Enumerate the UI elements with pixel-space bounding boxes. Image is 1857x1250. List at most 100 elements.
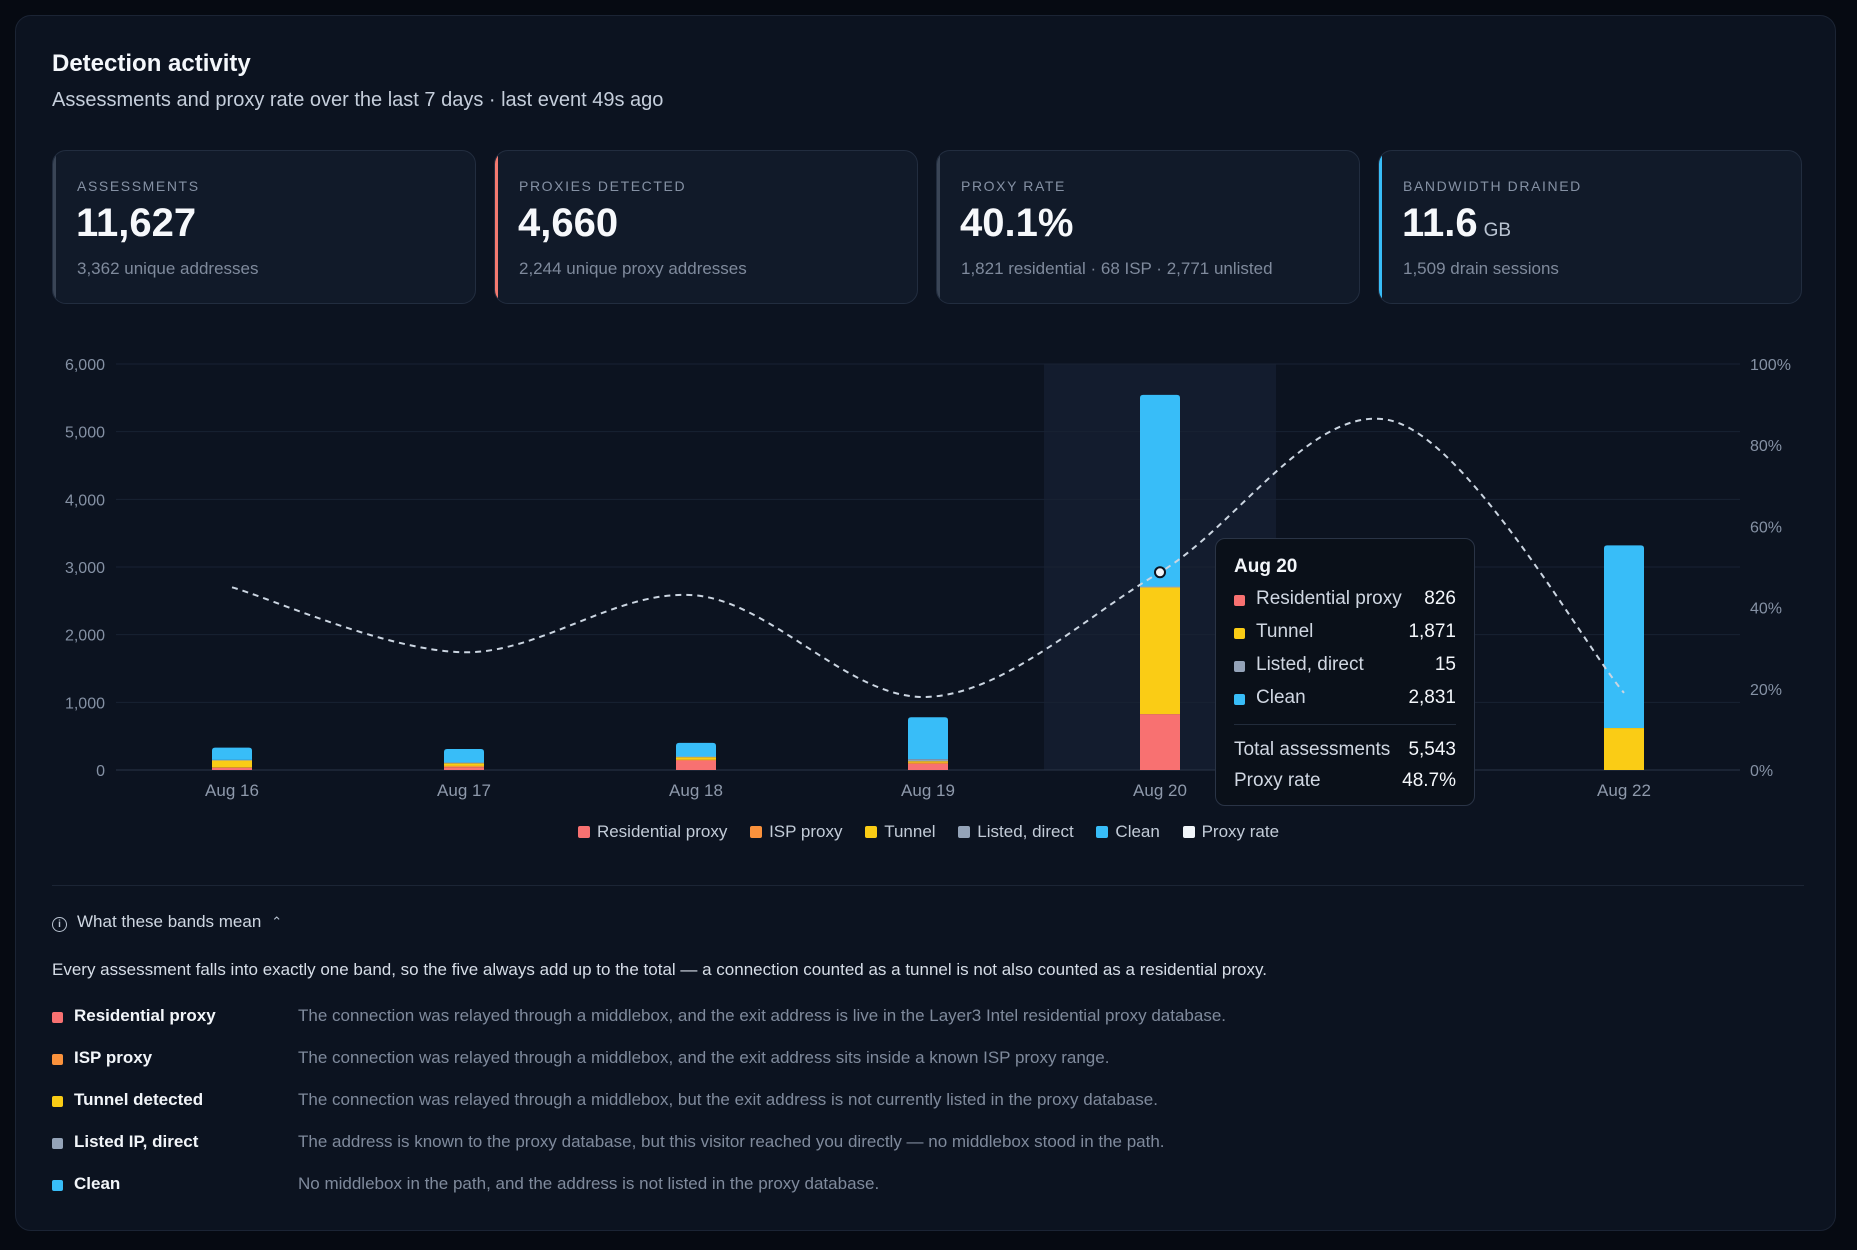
bar-segment-isp-proxy bbox=[444, 765, 484, 768]
legend-label: Residential proxy bbox=[596, 822, 728, 841]
kpi-sub: 1,821 residential · 68 ISP · 2,771 unlis… bbox=[961, 259, 1273, 278]
legend-swatch bbox=[577, 826, 590, 838]
kpi-unit: GB bbox=[1483, 220, 1512, 241]
bar-segment-residential-proxy bbox=[908, 763, 948, 770]
legend-swatch bbox=[865, 826, 878, 838]
legend-item[interactable]: Proxy rate bbox=[1182, 822, 1280, 842]
bar-segment-residential-proxy bbox=[444, 767, 484, 770]
bar-segment-isp-proxy bbox=[212, 767, 252, 768]
band-description: The connection was relayed through a mid… bbox=[298, 1006, 1226, 1025]
y-left-tick-label: 2,000 bbox=[65, 628, 105, 645]
band-swatch bbox=[52, 1180, 63, 1191]
section-divider bbox=[52, 885, 1804, 886]
bar-segment-clean bbox=[908, 717, 948, 760]
chart-tooltip: Aug 20 Residential proxy 826 Tunnel 1,87… bbox=[1215, 538, 1475, 806]
tooltip-row-name: Residential proxy bbox=[1256, 588, 1402, 609]
kpi-label: BANDWIDTH DRAINED bbox=[1403, 178, 1582, 194]
y-left-tick-label: 5,000 bbox=[65, 425, 105, 442]
band-residential-proxy: Residential proxy The connection was rel… bbox=[52, 1006, 1752, 1030]
x-tick-label: Aug 22 bbox=[1597, 781, 1651, 800]
y-right-tick-label: 0% bbox=[1750, 763, 1773, 780]
tooltip-row: Listed, direct 15 bbox=[1234, 654, 1456, 678]
band-listed-ip-direct: Listed IP, direct The address is known t… bbox=[52, 1132, 1752, 1156]
kpi-label: ASSESSMENTS bbox=[77, 178, 200, 194]
band-description: The connection was relayed through a mid… bbox=[298, 1048, 1110, 1067]
y-right-tick-label: 20% bbox=[1750, 682, 1782, 699]
bar-segment-clean bbox=[212, 747, 252, 760]
bar-segment-clean bbox=[676, 742, 716, 757]
kpi-label: PROXIES DETECTED bbox=[519, 178, 687, 194]
band-tunnel-detected: Tunnel detected The connection was relay… bbox=[52, 1090, 1752, 1114]
legend-swatch bbox=[1182, 826, 1195, 838]
tooltip-total-label: Total assessments bbox=[1234, 739, 1391, 760]
x-tick-label: Aug 19 bbox=[901, 781, 955, 800]
chart-legend: Residential proxy ISP proxy Tunnel Liste… bbox=[0, 822, 1857, 842]
legend-label: Proxy rate bbox=[1201, 822, 1280, 841]
band-swatch bbox=[52, 1138, 63, 1149]
legend-swatch bbox=[958, 826, 971, 838]
bar-segment-residential-proxy bbox=[212, 767, 252, 770]
kpi-card-assessments: ASSESSMENTS 11,627 3,362 unique addresse… bbox=[52, 150, 476, 304]
kpi-card-bandwidth-drained: BANDWIDTH DRAINED 11.6 GB 1,509 drain ses… bbox=[1378, 150, 1802, 304]
tooltip-rate-row: Proxy rate 48.7% bbox=[1234, 770, 1456, 794]
kpi-card-proxies-detected: PROXIES DETECTED 4,660 2,244 unique prox… bbox=[494, 150, 918, 304]
bar-segment-tunnel bbox=[1604, 728, 1644, 770]
tooltip-total-row: Total assessments 5,543 bbox=[1234, 739, 1456, 763]
info-icon: i bbox=[52, 917, 67, 932]
legend-item[interactable]: Listed, direct bbox=[958, 822, 1074, 842]
bar-segment-isp-proxy bbox=[908, 762, 948, 764]
bands-toggle-label: What these bands mean bbox=[77, 912, 262, 931]
band-swatch bbox=[52, 1096, 63, 1107]
kpi-accent bbox=[1379, 151, 1382, 303]
x-tick-label: Aug 16 bbox=[205, 781, 259, 800]
kpi-value: 40.1% bbox=[960, 201, 1074, 245]
tooltip-row: Residential proxy 826 bbox=[1234, 588, 1456, 612]
kpi-sub: 1,509 drain sessions bbox=[1403, 259, 1559, 278]
bands-toggle[interactable]: i What these bands mean ⌃ bbox=[52, 912, 282, 932]
bar-segment-tunnel bbox=[1140, 587, 1180, 715]
band-name: Listed IP, direct bbox=[74, 1132, 199, 1151]
tooltip-row-name: Clean bbox=[1256, 687, 1306, 708]
tooltip-rate-label: Proxy rate bbox=[1234, 770, 1321, 791]
tooltip-row: Clean 2,831 bbox=[1234, 687, 1456, 711]
panel-subtitle: Assessments and proxy rate over the last… bbox=[52, 89, 664, 111]
bar-segment-tunnel bbox=[676, 757, 716, 760]
x-tick-label: Aug 18 bbox=[669, 781, 723, 800]
bar-segment-residential-proxy bbox=[1140, 714, 1180, 770]
y-right-tick-label: 60% bbox=[1750, 519, 1782, 536]
bar-segment-tunnel bbox=[212, 760, 252, 768]
kpi-card-proxy-rate: PROXY RATE 40.1% 1,821 residential · 68 … bbox=[936, 150, 1360, 304]
bar-segment-tunnel bbox=[444, 763, 484, 766]
panel-title: Detection activity bbox=[52, 50, 251, 77]
kpi-sub: 3,362 unique addresses bbox=[77, 259, 259, 278]
band-name: ISP proxy bbox=[74, 1048, 153, 1067]
legend-label: Clean bbox=[1115, 822, 1160, 841]
legend-label: Tunnel bbox=[884, 822, 936, 841]
y-right-tick-label: 40% bbox=[1750, 601, 1782, 618]
proxy-rate-line bbox=[231, 417, 1625, 698]
kpi-accent bbox=[53, 151, 56, 303]
x-tick-label: Aug 20 bbox=[1133, 781, 1187, 800]
kpi-value: 4,660 bbox=[518, 201, 619, 245]
tooltip-row-value: 2,831 bbox=[1408, 687, 1456, 708]
legend-item[interactable]: Tunnel bbox=[865, 822, 936, 842]
legend-item[interactable]: Residential proxy bbox=[577, 822, 728, 842]
kpi-value: 11,627 bbox=[76, 201, 197, 245]
band-description: The connection was relayed through a mid… bbox=[298, 1090, 1158, 1109]
bar-segment-clean bbox=[444, 749, 484, 763]
legend-swatch bbox=[1096, 826, 1109, 838]
band-name: Tunnel detected bbox=[74, 1090, 204, 1109]
y-right-tick-label: 80% bbox=[1750, 438, 1782, 455]
tooltip-row-value: 15 bbox=[1434, 654, 1456, 675]
tooltip-swatch bbox=[1234, 661, 1245, 672]
kpi-value: 11.6 GB bbox=[1402, 201, 1512, 245]
bar-segment-clean bbox=[1604, 545, 1644, 729]
kpi-accent bbox=[937, 151, 940, 303]
band-clean: Clean No middlebox in the path, and the … bbox=[52, 1174, 1752, 1198]
tooltip-row-name: Tunnel bbox=[1256, 621, 1314, 642]
legend-item[interactable]: Clean bbox=[1096, 822, 1160, 842]
bands-explanation: Every assessment falls into exactly one … bbox=[52, 960, 1267, 979]
tooltip-row-name: Listed, direct bbox=[1256, 654, 1364, 675]
tooltip-row-value: 1,871 bbox=[1408, 621, 1456, 642]
legend-item[interactable]: ISP proxy bbox=[750, 822, 842, 842]
